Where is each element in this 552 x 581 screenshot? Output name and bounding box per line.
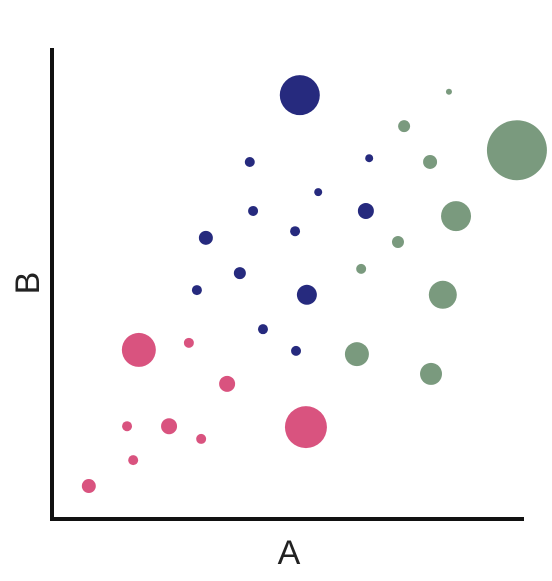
bubble bbox=[398, 120, 411, 133]
bubble bbox=[423, 154, 438, 169]
bubble bbox=[191, 285, 202, 296]
y-axis-label: B bbox=[9, 272, 47, 295]
bubble bbox=[296, 284, 317, 305]
bubble bbox=[233, 267, 246, 280]
bubble bbox=[486, 120, 547, 181]
bubble bbox=[391, 236, 404, 249]
bubble bbox=[365, 154, 374, 163]
bubble bbox=[248, 205, 259, 216]
bubble bbox=[357, 202, 374, 219]
bubble bbox=[81, 479, 96, 494]
bubble bbox=[196, 433, 207, 444]
bubble bbox=[121, 332, 156, 367]
bubble bbox=[314, 188, 323, 197]
bubble bbox=[441, 201, 472, 232]
bubble bbox=[445, 88, 452, 95]
bubble bbox=[183, 337, 194, 348]
bubble bbox=[344, 342, 369, 367]
bubble bbox=[291, 345, 302, 356]
bubble bbox=[198, 230, 213, 245]
bubble bbox=[290, 226, 301, 237]
bubble bbox=[244, 156, 255, 167]
x-axis-label: A bbox=[278, 534, 301, 572]
bubble bbox=[420, 362, 443, 385]
bubble bbox=[356, 263, 367, 274]
bubble bbox=[257, 324, 268, 335]
bubble bbox=[122, 421, 133, 432]
bubble bbox=[279, 75, 320, 116]
bubble bbox=[128, 455, 139, 466]
bubble bbox=[284, 406, 327, 449]
bubble bbox=[428, 280, 457, 309]
bubble bbox=[161, 418, 178, 435]
bubble bbox=[219, 375, 236, 392]
